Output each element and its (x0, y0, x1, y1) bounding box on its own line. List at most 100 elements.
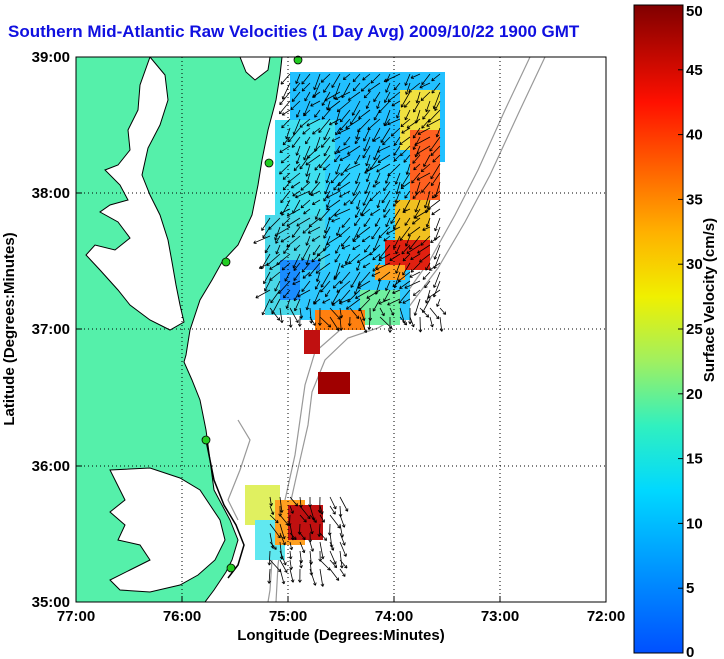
velocity-vector (299, 532, 306, 541)
velocity-vector (434, 100, 441, 112)
velocity-vector (376, 199, 381, 209)
velocity-vector (323, 145, 331, 157)
colorbar-tick-label: 30 (686, 256, 703, 273)
outer-banks (205, 439, 245, 579)
velocity-vector (413, 163, 421, 171)
velocity-vector (344, 253, 351, 265)
velocity-vector (404, 73, 411, 86)
velocity-vector (393, 235, 401, 250)
velocity-vector (299, 559, 303, 569)
velocity-vector (305, 253, 311, 266)
colorbar-tick-label: 10 (686, 515, 703, 532)
velocity-vector (279, 532, 286, 546)
velocity-vector (399, 226, 411, 241)
velocity-vector (315, 271, 321, 282)
velocity-vector (330, 172, 341, 184)
velocity-vector (376, 163, 391, 173)
delaware-bay (239, 57, 271, 81)
velocity-vector (331, 73, 341, 88)
velocity-vector (297, 316, 302, 327)
velocity-vector (399, 280, 411, 289)
x-tick-label: 76:00 (163, 608, 201, 625)
velocity-vector (319, 514, 325, 523)
colorbar-tick-label: 25 (686, 321, 703, 338)
velocity-vector (363, 136, 371, 152)
velocity-vector (292, 280, 301, 286)
velocity-vector (282, 136, 291, 146)
velocity-vector (303, 109, 311, 117)
velocity-vector (377, 271, 391, 282)
velocity-vector (393, 217, 401, 230)
velocity-vector (385, 82, 391, 93)
velocity-vector (412, 136, 421, 150)
velocity-vector (281, 82, 291, 100)
velocity-vector (323, 82, 331, 93)
chesapeake-bay (85, 57, 185, 331)
velocity-vector (349, 307, 360, 320)
velocity-vector (299, 307, 304, 319)
velocity-vector (416, 145, 431, 155)
velocity-vector (283, 289, 291, 299)
colorbar-tick-label: 0 (686, 644, 694, 659)
velocity-vector (289, 568, 295, 583)
velocity-vector (323, 226, 331, 239)
velocity-vector (429, 307, 440, 320)
velocity-vector (370, 208, 381, 216)
velocity-vector (383, 73, 401, 83)
velocity-vector (269, 505, 275, 516)
velocity-vector (425, 262, 431, 271)
x-tick-label: 75:00 (269, 608, 307, 625)
velocity-vector (372, 181, 381, 188)
velocity-vector (345, 118, 361, 129)
velocity-vector (295, 73, 301, 85)
velocity-vector (293, 244, 301, 251)
velocity-vector (413, 100, 421, 113)
velocity-vector (291, 91, 301, 102)
velocity-vector (319, 154, 331, 169)
velocity-vector (395, 244, 401, 255)
velocity-vector (279, 568, 286, 585)
velocity-vector (430, 145, 441, 157)
velocity-vector (274, 226, 291, 237)
velocity-vector (378, 253, 391, 261)
velocity-vector (421, 73, 431, 86)
velocity-vector (339, 568, 346, 577)
velocity-vector (354, 208, 361, 218)
velocity-vector (435, 127, 441, 138)
velocity-vector (301, 262, 311, 273)
velocity-vector (308, 532, 313, 543)
velocity-vector (269, 514, 279, 524)
velocity-vector (289, 307, 299, 324)
velocity-vector (341, 244, 351, 250)
velocity-vector (281, 262, 291, 271)
velocity-vector (370, 73, 381, 84)
velocity-vector (412, 127, 421, 139)
velocity-vector (357, 280, 371, 289)
velocity-vector (343, 199, 351, 206)
velocity-vector (352, 235, 361, 243)
velocity-vector (411, 217, 421, 225)
grid-lines (76, 57, 606, 602)
velocity-vector (331, 136, 341, 142)
velocity-vector (342, 73, 351, 81)
velocity-vector (262, 226, 271, 239)
velocity-vector (339, 541, 347, 557)
velocity-vector (315, 262, 331, 274)
velocity-vector (339, 514, 346, 528)
velocity-vector (333, 181, 341, 191)
velocity-vector (305, 235, 311, 246)
velocity-vector (339, 154, 351, 161)
x-tick-label: 72:00 (587, 608, 625, 625)
velocity-vector (430, 172, 441, 187)
velocity-vector (358, 109, 371, 120)
velocity-vector (341, 217, 351, 228)
velocity-vector (390, 127, 401, 137)
velocity-vector (383, 181, 391, 192)
velocity-vector (288, 127, 301, 143)
velocity-vector (423, 190, 431, 209)
y-tick-label: 36:00 (32, 458, 70, 475)
velocity-vector (372, 253, 381, 261)
velocity-vector (309, 316, 316, 326)
velocity-vector (422, 226, 431, 232)
velocity-vector (423, 154, 431, 167)
